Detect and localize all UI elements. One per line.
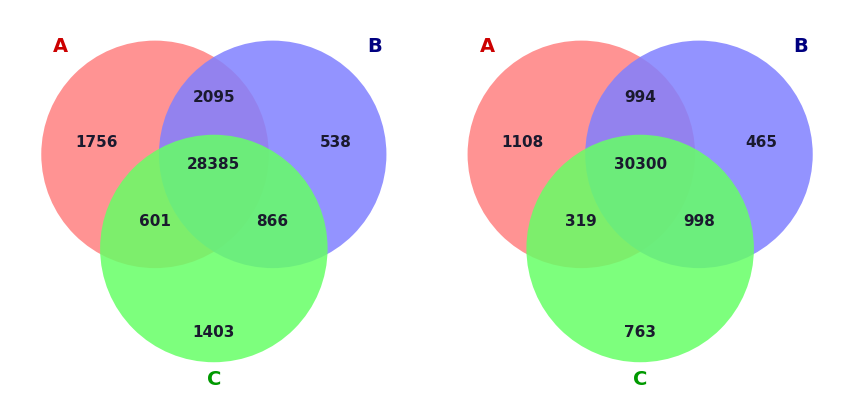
Text: 994: 994 [624, 90, 655, 105]
Circle shape [41, 41, 269, 268]
Text: 30300: 30300 [612, 157, 666, 172]
Text: 319: 319 [565, 214, 596, 229]
Text: 601: 601 [139, 214, 171, 229]
Text: 763: 763 [624, 325, 655, 340]
Text: 2095: 2095 [192, 90, 235, 105]
Circle shape [159, 41, 386, 268]
Text: C: C [632, 371, 647, 389]
Text: 1403: 1403 [193, 325, 235, 340]
Text: 28385: 28385 [187, 157, 241, 172]
Circle shape [584, 41, 812, 268]
Text: B: B [367, 37, 381, 56]
Circle shape [467, 41, 694, 268]
Text: C: C [206, 371, 221, 389]
Text: A: A [479, 37, 494, 56]
Text: A: A [53, 37, 68, 56]
Text: 465: 465 [745, 135, 777, 150]
Text: B: B [792, 37, 808, 56]
Text: 538: 538 [319, 135, 351, 150]
Text: 998: 998 [682, 214, 714, 229]
Circle shape [525, 135, 753, 362]
Text: 866: 866 [256, 214, 288, 229]
Circle shape [100, 135, 328, 362]
Text: 1108: 1108 [501, 135, 543, 150]
Text: 1756: 1756 [75, 135, 118, 150]
